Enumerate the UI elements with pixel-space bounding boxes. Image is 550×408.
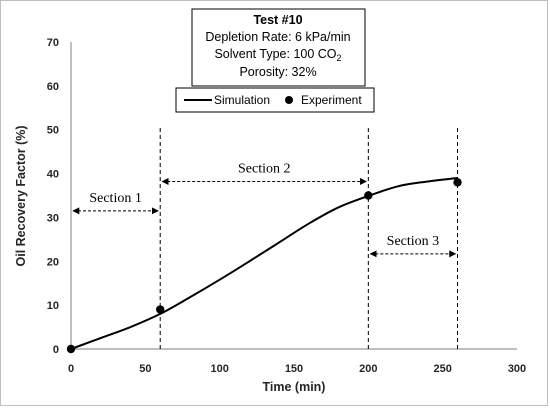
experiment-point [453, 178, 462, 187]
y-tick-label: 10 [47, 300, 59, 312]
section-label: Section 2 [238, 161, 291, 176]
legend-experiment-swatch [285, 96, 293, 104]
y-tick-label: 60 [47, 81, 59, 93]
y-tick-label: 0 [53, 344, 59, 356]
x-tick-label: 0 [68, 363, 74, 375]
x-tick-labels: 0 50 100 150 200 250 300 [68, 363, 526, 375]
x-tick-label: 100 [210, 363, 228, 375]
y-tick-label: 30 [47, 212, 59, 224]
y-tick-label: 20 [47, 256, 59, 268]
solvent-type-text: Solvent Type: 100 CO2 [214, 47, 341, 63]
y-tick-labels: 0 10 20 30 40 50 60 70 [47, 37, 59, 356]
x-axis-title: Time (min) [263, 380, 326, 394]
simulation-line [70, 176, 458, 350]
experiment-point [364, 191, 373, 200]
x-tick-label: 300 [508, 363, 526, 375]
section-annotations: Section 1 Section 2 Section 3 [72, 161, 457, 258]
porosity-text: Porosity: 32% [239, 65, 316, 79]
test-title: Test #10 [253, 13, 302, 27]
x-tick-label: 250 [433, 363, 451, 375]
experiment-point [66, 344, 76, 354]
x-tick-label: 200 [359, 363, 377, 375]
legend-experiment-label: Experiment [301, 93, 362, 107]
x-tick-label: 150 [285, 363, 303, 375]
y-tick-label: 70 [47, 37, 59, 49]
legend-simulation-label: Simulation [214, 93, 270, 107]
section-label: Section 1 [89, 191, 142, 206]
experiment-point [156, 305, 165, 314]
y-tick-label: 40 [47, 169, 59, 181]
section-label: Section 3 [387, 234, 440, 249]
x-tick-label: 50 [139, 363, 151, 375]
depletion-rate-text: Depletion Rate: 6 kPa/min [205, 30, 350, 44]
experiment-points [66, 178, 462, 354]
test-info-box: Test #10 Depletion Rate: 6 kPa/min Solve… [191, 8, 366, 87]
y-tick-label: 50 [47, 125, 59, 137]
y-axis-title: Oil Recovery Factor (%) [14, 125, 28, 266]
legend: Simulation Experiment [175, 87, 375, 113]
